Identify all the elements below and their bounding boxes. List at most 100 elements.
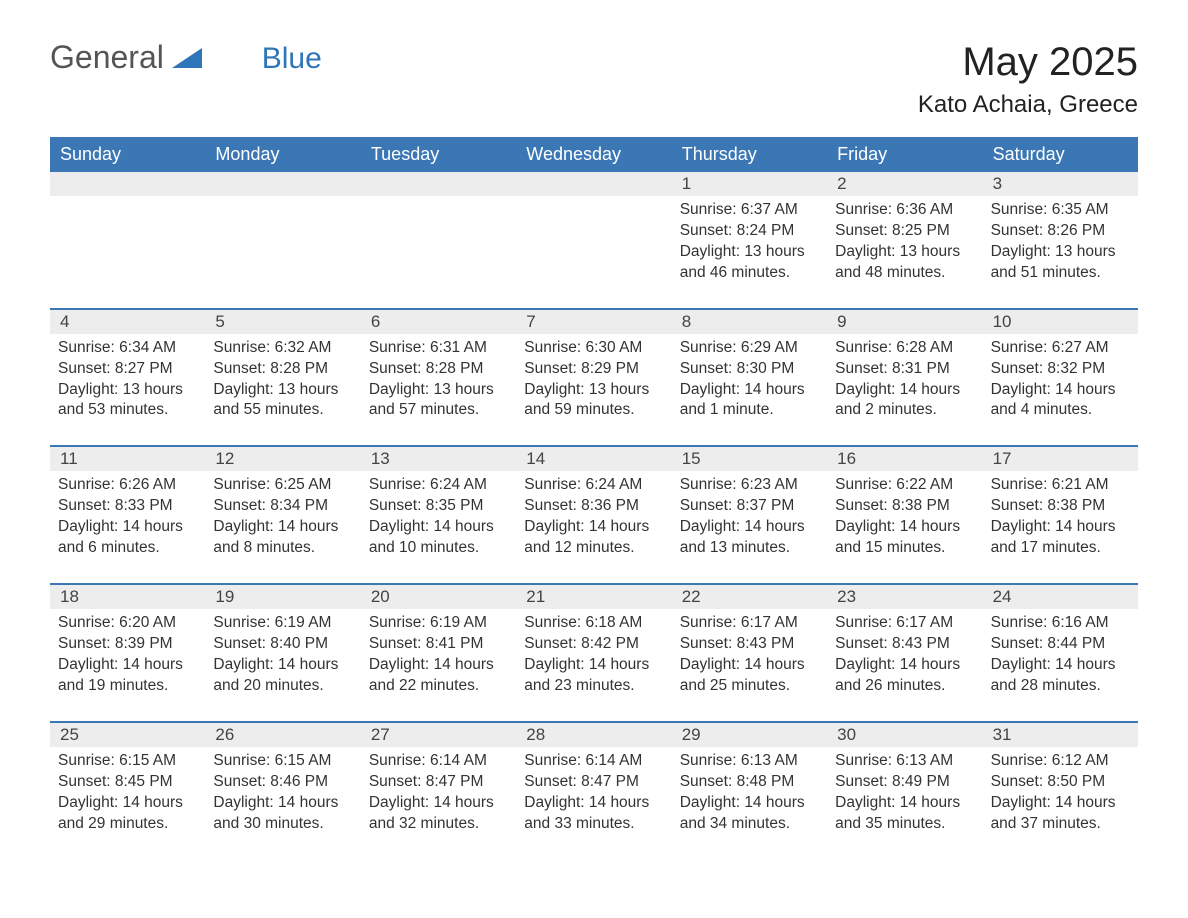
day-cell [50, 172, 205, 308]
daylight-text: Daylight: 13 hours and 57 minutes. [369, 380, 508, 422]
day-cell [361, 172, 516, 308]
daylight-text: Daylight: 13 hours and 51 minutes. [991, 242, 1130, 284]
weekday-header: Friday [827, 137, 982, 172]
day-number: 18 [50, 585, 205, 609]
weekday-header: Monday [205, 137, 360, 172]
daylight-text: Daylight: 14 hours and 17 minutes. [991, 517, 1130, 559]
sunset-text: Sunset: 8:50 PM [991, 772, 1130, 793]
logo-word1: General [50, 39, 164, 75]
daylight-text: Daylight: 14 hours and 20 minutes. [213, 655, 352, 697]
sunrise-text: Sunrise: 6:21 AM [991, 475, 1130, 496]
sunrise-text: Sunrise: 6:26 AM [58, 475, 197, 496]
daylight-text: Daylight: 14 hours and 1 minute. [680, 380, 819, 422]
daylight-text: Daylight: 14 hours and 25 minutes. [680, 655, 819, 697]
day-number: 16 [827, 447, 982, 471]
day-number: 25 [50, 723, 205, 747]
week-row: 11Sunrise: 6:26 AMSunset: 8:33 PMDayligh… [50, 445, 1138, 583]
daylight-text: Daylight: 14 hours and 12 minutes. [524, 517, 663, 559]
sunset-text: Sunset: 8:46 PM [213, 772, 352, 793]
sunset-text: Sunset: 8:28 PM [369, 359, 508, 380]
day-number: 5 [205, 310, 360, 334]
sunset-text: Sunset: 8:39 PM [58, 634, 197, 655]
day-cell: 27Sunrise: 6:14 AMSunset: 8:47 PMDayligh… [361, 723, 516, 859]
daylight-text: Daylight: 13 hours and 48 minutes. [835, 242, 974, 284]
day-cell: 12Sunrise: 6:25 AMSunset: 8:34 PMDayligh… [205, 447, 360, 583]
day-number: 31 [983, 723, 1138, 747]
daylight-text: Daylight: 14 hours and 32 minutes. [369, 793, 508, 835]
sunset-text: Sunset: 8:32 PM [991, 359, 1130, 380]
day-number: 17 [983, 447, 1138, 471]
sunset-text: Sunset: 8:25 PM [835, 221, 974, 242]
sunset-text: Sunset: 8:28 PM [213, 359, 352, 380]
day-number: 3 [983, 172, 1138, 196]
sunrise-text: Sunrise: 6:24 AM [369, 475, 508, 496]
sunrise-text: Sunrise: 6:24 AM [524, 475, 663, 496]
day-number: 14 [516, 447, 671, 471]
sunrise-text: Sunrise: 6:15 AM [58, 751, 197, 772]
weekday-header: Saturday [983, 137, 1138, 172]
daylight-text: Daylight: 13 hours and 46 minutes. [680, 242, 819, 284]
sunset-text: Sunset: 8:40 PM [213, 634, 352, 655]
sunset-text: Sunset: 8:49 PM [835, 772, 974, 793]
week-row: 4Sunrise: 6:34 AMSunset: 8:27 PMDaylight… [50, 308, 1138, 446]
day-cell: 4Sunrise: 6:34 AMSunset: 8:27 PMDaylight… [50, 310, 205, 446]
week-row: 25Sunrise: 6:15 AMSunset: 8:45 PMDayligh… [50, 721, 1138, 859]
sunset-text: Sunset: 8:30 PM [680, 359, 819, 380]
sunset-text: Sunset: 8:33 PM [58, 496, 197, 517]
day-cell: 29Sunrise: 6:13 AMSunset: 8:48 PMDayligh… [672, 723, 827, 859]
day-cell: 21Sunrise: 6:18 AMSunset: 8:42 PMDayligh… [516, 585, 671, 721]
sunrise-text: Sunrise: 6:20 AM [58, 613, 197, 634]
day-number: 10 [983, 310, 1138, 334]
day-cell: 8Sunrise: 6:29 AMSunset: 8:30 PMDaylight… [672, 310, 827, 446]
weekday-header-row: Sunday Monday Tuesday Wednesday Thursday… [50, 137, 1138, 172]
day-number: 24 [983, 585, 1138, 609]
logo-triangle-icon [172, 48, 202, 73]
calendar: Sunday Monday Tuesday Wednesday Thursday… [50, 137, 1138, 858]
day-number: 12 [205, 447, 360, 471]
sunrise-text: Sunrise: 6:23 AM [680, 475, 819, 496]
day-number: 9 [827, 310, 982, 334]
sunrise-text: Sunrise: 6:18 AM [524, 613, 663, 634]
daylight-text: Daylight: 14 hours and 29 minutes. [58, 793, 197, 835]
sunrise-text: Sunrise: 6:25 AM [213, 475, 352, 496]
day-cell: 31Sunrise: 6:12 AMSunset: 8:50 PMDayligh… [983, 723, 1138, 859]
day-number: 1 [672, 172, 827, 196]
day-number [361, 172, 516, 196]
day-cell: 22Sunrise: 6:17 AMSunset: 8:43 PMDayligh… [672, 585, 827, 721]
day-number: 13 [361, 447, 516, 471]
sunrise-text: Sunrise: 6:31 AM [369, 338, 508, 359]
week-row: 1Sunrise: 6:37 AMSunset: 8:24 PMDaylight… [50, 172, 1138, 308]
month-title: May 2025 [918, 40, 1138, 85]
daylight-text: Daylight: 14 hours and 34 minutes. [680, 793, 819, 835]
daylight-text: Daylight: 14 hours and 35 minutes. [835, 793, 974, 835]
day-number: 28 [516, 723, 671, 747]
day-cell: 16Sunrise: 6:22 AMSunset: 8:38 PMDayligh… [827, 447, 982, 583]
sunrise-text: Sunrise: 6:32 AM [213, 338, 352, 359]
title-block: May 2025 Kato Achaia, Greece [918, 40, 1138, 119]
day-number [205, 172, 360, 196]
sunset-text: Sunset: 8:24 PM [680, 221, 819, 242]
sunset-text: Sunset: 8:38 PM [835, 496, 974, 517]
sunrise-text: Sunrise: 6:17 AM [835, 613, 974, 634]
day-cell: 7Sunrise: 6:30 AMSunset: 8:29 PMDaylight… [516, 310, 671, 446]
sunrise-text: Sunrise: 6:13 AM [835, 751, 974, 772]
daylight-text: Daylight: 14 hours and 2 minutes. [835, 380, 974, 422]
day-cell: 19Sunrise: 6:19 AMSunset: 8:40 PMDayligh… [205, 585, 360, 721]
sunrise-text: Sunrise: 6:14 AM [369, 751, 508, 772]
day-cell: 20Sunrise: 6:19 AMSunset: 8:41 PMDayligh… [361, 585, 516, 721]
sunset-text: Sunset: 8:44 PM [991, 634, 1130, 655]
sunset-text: Sunset: 8:26 PM [991, 221, 1130, 242]
daylight-text: Daylight: 14 hours and 26 minutes. [835, 655, 974, 697]
weekday-header: Thursday [672, 137, 827, 172]
day-cell: 30Sunrise: 6:13 AMSunset: 8:49 PMDayligh… [827, 723, 982, 859]
logo-word2: Blue [262, 42, 322, 76]
daylight-text: Daylight: 14 hours and 15 minutes. [835, 517, 974, 559]
day-cell: 25 Sunrise: 6:15 AMSunset: 8:45 PMDayligh… [50, 723, 205, 859]
day-number: 22 [672, 585, 827, 609]
sunset-text: Sunset: 8:47 PM [524, 772, 663, 793]
day-cell: 17Sunrise: 6:21 AMSunset: 8:38 PMDayligh… [983, 447, 1138, 583]
daylight-text: Daylight: 14 hours and 28 minutes. [991, 655, 1130, 697]
day-number: 4 [50, 310, 205, 334]
daylight-text: Daylight: 13 hours and 55 minutes. [213, 380, 352, 422]
sunset-text: Sunset: 8:45 PM [58, 772, 197, 793]
